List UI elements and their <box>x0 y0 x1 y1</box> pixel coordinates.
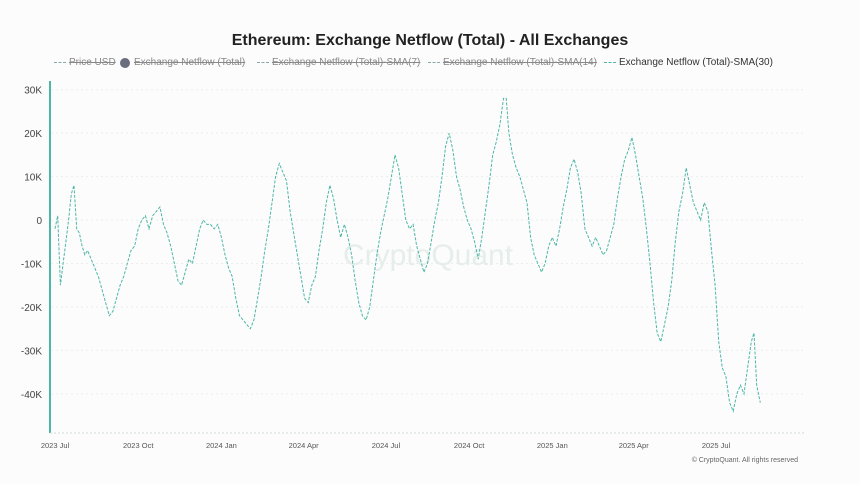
legend-item-price-usd[interactable]: Price USD <box>54 57 116 68</box>
legend-line-swatch <box>604 62 616 63</box>
legend-item-sma14[interactable]: Exchange Netflow (Total)-SMA(14) <box>428 57 597 68</box>
grid-lines <box>51 89 805 395</box>
legend-line-swatch <box>428 62 440 63</box>
y-tick-label: 20K <box>24 129 42 140</box>
legend-line-swatch <box>257 62 269 63</box>
legend-label: Exchange Netflow (Total)-SMA(14) <box>443 57 597 68</box>
x-tick-label: 2024 Apr <box>289 441 320 450</box>
copyright-footer: © CryptoQuant. All rights reserved <box>691 457 798 464</box>
chart-legend: Price USD Exchange Netflow (Total) Excha… <box>50 57 830 73</box>
x-tick-label: 2024 Oct <box>454 441 485 450</box>
chart-title: Ethereum: Exchange Netflow (Total) - All… <box>231 32 629 49</box>
y-tick-label: 30K <box>24 86 42 97</box>
x-tick-label: 2025 Apr <box>619 441 650 450</box>
legend-label: Price USD <box>69 57 116 68</box>
y-tick-label: 10K <box>24 173 42 184</box>
x-tick-label: 2025 Jul <box>702 441 731 450</box>
legend-dot-swatch <box>120 57 130 68</box>
y-tick-label: -10K <box>21 260 42 271</box>
y-tick-label: -40K <box>21 390 42 401</box>
y-tick-label: -20K <box>21 303 42 314</box>
watermark: CryptoQuant <box>343 239 514 272</box>
legend-item-sma30[interactable]: Exchange Netflow (Total)-SMA(30) <box>604 57 773 68</box>
x-tick-label: 2023 Jul <box>41 441 70 450</box>
legend-label: Exchange Netflow (Total)-SMA(7) <box>272 57 421 68</box>
y-tick-label: 0 <box>36 216 42 227</box>
legend-line-swatch <box>54 62 66 63</box>
x-tick-label: 2023 Oct <box>123 441 154 450</box>
y-tick-label: -30K <box>21 346 42 357</box>
legend-label: Exchange Netflow (Total)-SMA(30) <box>619 57 773 68</box>
legend-item-sma7[interactable]: Exchange Netflow (Total)-SMA(7) <box>257 57 420 68</box>
x-tick-label: 2024 Jan <box>206 441 237 450</box>
y-tick-labels: 30K 20K 10K 0 -10K -20K -30K -40K <box>21 86 43 401</box>
legend-label: Exchange Netflow (Total) <box>134 57 246 68</box>
x-tick-labels: 2023 Jul 2023 Oct 2024 Jan 2024 Apr 2024 Jul… <box>41 441 731 450</box>
x-tick-label: 2025 Jan <box>537 441 568 450</box>
x-tick-label: 2024 Jul <box>372 441 401 450</box>
legend-item-exchange-netflow[interactable]: Exchange Netflow (Total) <box>120 57 245 68</box>
